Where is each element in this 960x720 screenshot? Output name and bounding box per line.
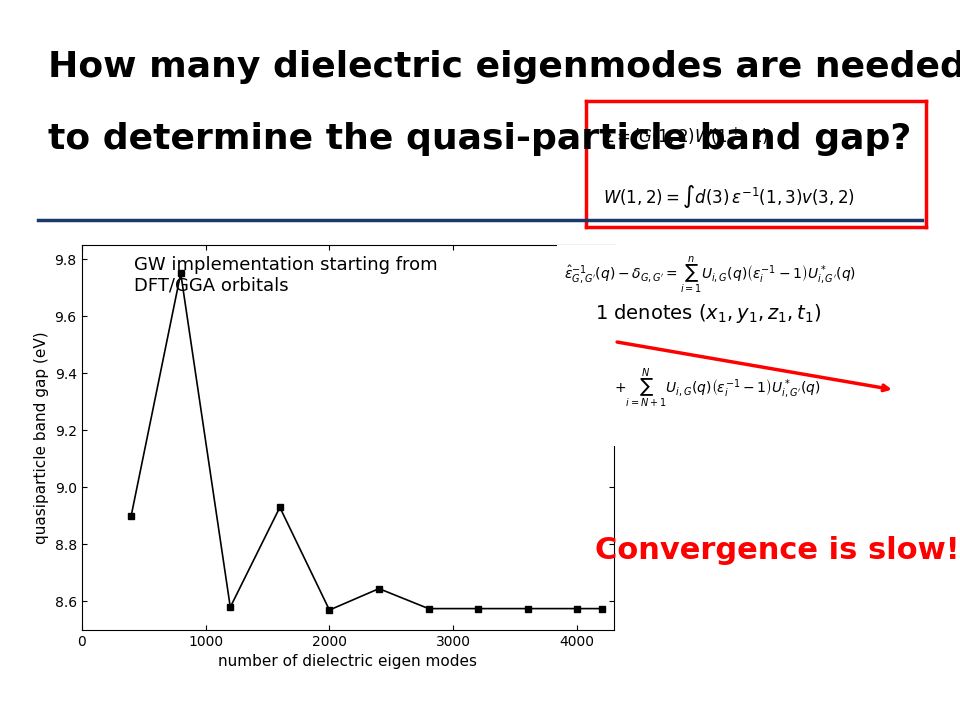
X-axis label: number of dielectric eigen modes: number of dielectric eigen modes [219, 654, 477, 670]
Text: $W(1,2) = \int d(3)\,\varepsilon^{-1}(1,3)v(3,2)$: $W(1,2) = \int d(3)\,\varepsilon^{-1}(1,… [603, 183, 854, 210]
Text: $+ \sum_{i=N+1}^{N} U_{i,G}(q)\left(\varepsilon_i^{-1}-1\right)U^*_{i,G^{\prime}: $+ \sum_{i=N+1}^{N} U_{i,G}(q)\left(\var… [614, 366, 821, 410]
Text: $\hat{\varepsilon}^{-1}_{G,G^{\prime}}(q) - \delta_{G,G^{\prime}} = \sum_{i=1}^{: $\hat{\varepsilon}^{-1}_{G,G^{\prime}}(q… [564, 255, 856, 296]
Y-axis label: quasiparticle band gap (eV): quasiparticle band gap (eV) [34, 331, 49, 544]
Text: How many dielectric eigenmodes are needed: How many dielectric eigenmodes are neede… [48, 50, 960, 84]
Text: Convergence is slow!: Convergence is slow! [595, 536, 960, 565]
Text: GW implementation starting from
DFT/GGA orbitals: GW implementation starting from DFT/GGA … [134, 256, 438, 294]
Text: $\Sigma = iG(1,2)W(1^+,2)$: $\Sigma = iG(1,2)W(1^+,2)$ [603, 126, 768, 148]
Text: to determine the quasi-particle band gap?: to determine the quasi-particle band gap… [48, 122, 911, 156]
Text: $1$ denotes $(x_1, y_1, z_1, t_1)$: $1$ denotes $(x_1, y_1, z_1, t_1)$ [595, 302, 822, 325]
